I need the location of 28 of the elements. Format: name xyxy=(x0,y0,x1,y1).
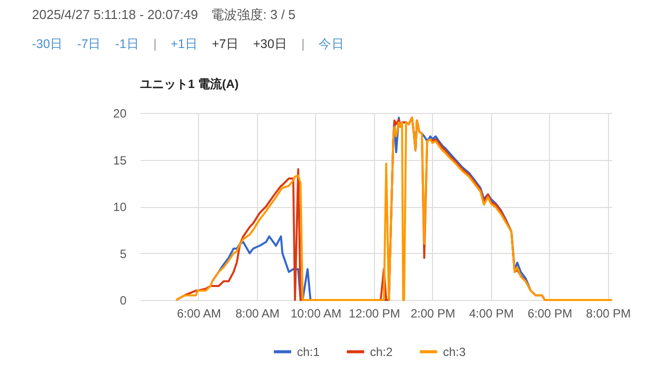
legend-label: ch:3 xyxy=(443,344,466,359)
x-tick-label: 4:00 PM xyxy=(469,306,514,320)
text: +1日 xyxy=(170,37,198,51)
text: +7日 xyxy=(212,37,240,51)
x-tick-label: 12:00 PM xyxy=(348,306,400,320)
text: | xyxy=(153,37,157,51)
y-tick-label: 15 xyxy=(113,153,127,168)
y-tick-label: 10 xyxy=(113,200,127,214)
chart-title: ユニット1 電流(A) xyxy=(140,77,239,91)
y-tick-label: 20 xyxy=(113,106,127,120)
text: 2025/4/27 5:11:18 - 20:07:49 電波強度: 3 / 5 xyxy=(32,6,296,24)
x-tick-label: 6:00 PM xyxy=(528,306,572,320)
x-tick-label: 8:00 AM xyxy=(235,306,280,320)
line-series xyxy=(175,116,613,301)
x-tick-label: 10:00 AM xyxy=(290,306,342,320)
y-tick-label: 5 xyxy=(120,246,127,261)
text: -1日 xyxy=(115,37,140,51)
legend-label: ch:2 xyxy=(370,344,394,359)
text: -7日 xyxy=(77,37,102,51)
text: 今日 xyxy=(318,37,345,51)
text: +30日 xyxy=(253,37,288,51)
x-tick-label: 2:00 PM xyxy=(410,306,456,320)
y-tick-label: 0 xyxy=(120,294,127,308)
x-tick-label: 8:00 PM xyxy=(586,306,631,320)
text: -30日 xyxy=(32,37,64,51)
legend-label: ch:1 xyxy=(297,344,320,359)
text: | xyxy=(301,37,305,51)
x-tick-label: 6:00 AM xyxy=(176,306,222,320)
